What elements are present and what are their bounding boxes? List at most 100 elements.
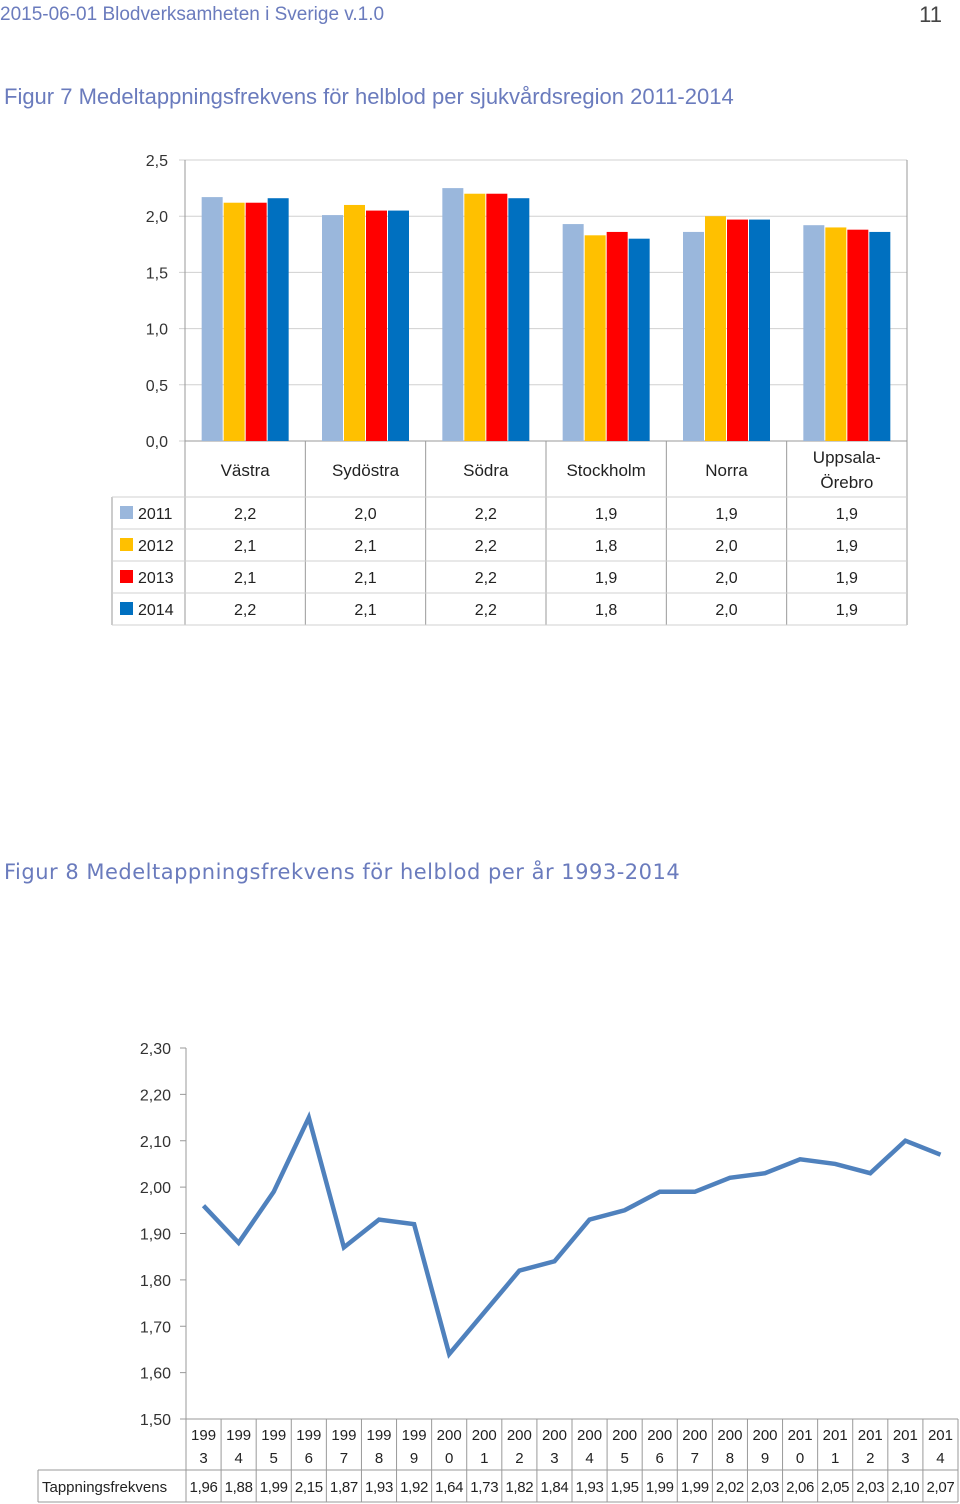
data-label: 1,9	[836, 570, 858, 587]
y-tick-label: 1,80	[140, 1273, 171, 1290]
bar	[223, 202, 245, 441]
y-tick-label: 1,60	[140, 1366, 171, 1383]
x-tick-label: 200	[542, 1427, 567, 1444]
bar	[803, 225, 825, 441]
data-label: 1,9	[836, 602, 858, 619]
bar	[322, 215, 343, 441]
x-tick-label: 200	[647, 1427, 672, 1444]
data-label: 1,93	[576, 1479, 604, 1496]
y-tick-label: 1,0	[146, 322, 168, 339]
x-tick-label: 6	[305, 1450, 313, 1467]
bar	[344, 204, 365, 441]
data-label: 2,03	[856, 1479, 884, 1496]
x-tick-label: 2	[515, 1450, 523, 1467]
document-header: 2015-06-01 Blodverksamheten i Sverige v.…	[0, 4, 385, 25]
bar	[825, 227, 847, 441]
line-chart: 1,501,601,701,801,902,002,102,202,301993…	[37, 1041, 959, 1503]
legend-label: Tappningsfrekvens	[42, 1479, 167, 1496]
bar	[562, 224, 584, 441]
data-label: 2,2	[475, 570, 497, 587]
bar	[442, 188, 464, 441]
x-tick-label: 9	[761, 1450, 769, 1467]
data-label: 2,2	[234, 506, 256, 523]
y-tick-label: 1,90	[140, 1227, 171, 1244]
data-label: 2,1	[354, 602, 376, 619]
category-label: Uppsala-	[813, 448, 881, 467]
data-label: 2,15	[295, 1479, 323, 1496]
x-tick-label: 199	[191, 1427, 216, 1444]
data-label: 1,99	[681, 1479, 709, 1496]
bar	[486, 193, 508, 441]
bar	[245, 202, 267, 441]
y-tick-label: 1,70	[140, 1319, 171, 1336]
category-label: Södra	[463, 461, 509, 480]
bar	[267, 198, 289, 441]
bar	[366, 210, 387, 441]
data-label: 2,2	[234, 602, 256, 619]
data-label: 2,07	[926, 1479, 954, 1496]
bar	[705, 216, 726, 441]
data-label: 1,73	[470, 1479, 498, 1496]
y-tick-label: 1,50	[140, 1412, 171, 1429]
y-tick-label: 2,20	[140, 1087, 171, 1104]
data-label: 2,2	[475, 506, 497, 523]
figure8-title: Figur 8 Medeltappningsfrekvens för helbl…	[4, 860, 681, 884]
bar	[727, 219, 748, 441]
x-tick-label: 0	[796, 1450, 804, 1467]
y-tick-label: 1,5	[146, 265, 168, 282]
x-tick-label: 1	[831, 1450, 839, 1467]
data-label: 2,06	[786, 1479, 814, 1496]
legend-swatch	[120, 506, 133, 519]
data-label: 1,9	[595, 570, 617, 587]
x-tick-label: 1	[480, 1450, 488, 1467]
category-label: Västra	[221, 461, 271, 480]
x-tick-label: 201	[823, 1427, 848, 1444]
bar	[749, 219, 770, 441]
x-tick-label: 199	[366, 1427, 391, 1444]
legend-label: 2013	[138, 570, 174, 587]
legend-label: 2014	[138, 602, 174, 619]
category-label: Norra	[705, 461, 748, 480]
data-label: 2,2	[475, 538, 497, 555]
bar	[869, 231, 891, 441]
x-tick-label: 199	[296, 1427, 321, 1444]
data-label: 1,82	[505, 1479, 533, 1496]
category-label: Örebro	[820, 473, 873, 492]
x-tick-label: 200	[472, 1427, 497, 1444]
legend-swatch	[120, 570, 133, 583]
x-tick-label: 6	[656, 1450, 664, 1467]
x-tick-label: 199	[402, 1427, 427, 1444]
page-number: 11	[919, 2, 942, 27]
x-tick-label: 3	[901, 1450, 909, 1467]
data-label: 1,9	[715, 506, 737, 523]
x-tick-label: 5	[620, 1450, 628, 1467]
x-tick-label: 200	[752, 1427, 777, 1444]
data-label: 2,0	[715, 570, 737, 587]
data-label: 2,10	[891, 1479, 919, 1496]
x-tick-label: 3	[550, 1450, 558, 1467]
y-tick-label: 2,5	[146, 153, 168, 170]
x-tick-label: 8	[726, 1450, 734, 1467]
bar	[584, 235, 606, 441]
data-label: 1,64	[435, 1479, 463, 1496]
data-label: 1,9	[836, 506, 858, 523]
x-tick-label: 8	[375, 1450, 383, 1467]
x-tick-label: 200	[507, 1427, 532, 1444]
bar	[508, 198, 530, 441]
x-tick-label: 200	[682, 1427, 707, 1444]
x-tick-label: 7	[340, 1450, 348, 1467]
x-tick-label: 4	[585, 1450, 593, 1467]
x-tick-label: 200	[577, 1427, 602, 1444]
data-label: 2,1	[234, 538, 256, 555]
series-line	[201, 1111, 942, 1359]
x-tick-label: 199	[226, 1427, 251, 1444]
x-tick-label: 201	[788, 1427, 813, 1444]
x-tick-label: 3	[199, 1450, 207, 1467]
data-label: 2,1	[354, 570, 376, 587]
y-tick-label: 0,5	[146, 378, 168, 395]
data-label: 1,96	[190, 1479, 218, 1496]
legend-label: 2012	[138, 538, 174, 555]
data-label: 1,93	[365, 1479, 393, 1496]
bar	[464, 193, 486, 441]
x-tick-label: 199	[261, 1427, 286, 1444]
